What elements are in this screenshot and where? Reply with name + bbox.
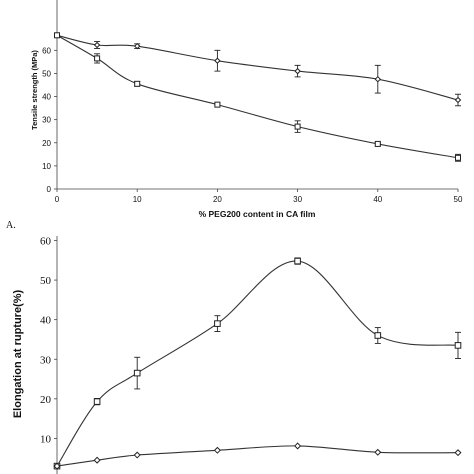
data-point (454, 449, 462, 457)
data-point (214, 57, 221, 64)
x-tick-label: 10 (133, 195, 142, 204)
series-1 (53, 32, 462, 107)
data-point (294, 123, 301, 130)
y-tick-label: 30 (40, 354, 52, 366)
x-tick-label: 30 (293, 195, 302, 204)
data-point (374, 140, 381, 147)
panel-label: A. (6, 220, 16, 231)
data-point (294, 257, 301, 265)
elongation-series (53, 257, 462, 470)
y-tick-label: 50 (42, 69, 51, 78)
y-tick-label: 50 (40, 275, 52, 287)
y-tick-label: 40 (42, 93, 51, 102)
data-point (454, 342, 462, 349)
y-axis-label-elongation: Elongation at rupture(%) (12, 290, 24, 419)
data-point (93, 398, 101, 405)
y-tick-label: 60 (40, 236, 52, 248)
series-line (56, 34, 459, 159)
data-point (455, 154, 461, 161)
series-line (56, 34, 459, 101)
data-point (374, 448, 382, 456)
series-2 (54, 32, 461, 162)
data-point (94, 55, 101, 62)
data-point (53, 462, 61, 470)
series-1 (53, 257, 462, 470)
tensile-series (53, 32, 462, 162)
series-line (56, 260, 459, 467)
data-point (133, 369, 141, 377)
tensile-strength-chart: 0 10 20 30 40 50 60 0 10 20 30 40 50 A. % PEG200 con… (6, 0, 463, 231)
data-point (93, 41, 101, 49)
elongation-chart: 10 20 30 40 50 60 Elongation at rupture(%) (12, 236, 462, 474)
data-point (214, 101, 221, 108)
data-point (133, 42, 141, 50)
data-point (134, 80, 141, 87)
x-axis-label: % PEG200 content in CA film (199, 209, 316, 219)
y-tick-label: 40 (40, 315, 52, 327)
y-tick-label: 20 (40, 394, 52, 406)
x-tick-label: 40 (373, 195, 382, 204)
data-point (214, 320, 221, 327)
series-line (56, 445, 459, 467)
data-point (374, 332, 382, 339)
series-2 (53, 442, 462, 470)
x-tick-label: 0 (55, 195, 60, 204)
y-axis-label: Tensile strength (MPa) (30, 50, 39, 130)
data-point (294, 442, 302, 450)
y-tick-label: 30 (42, 116, 51, 125)
y-tick-label: 10 (40, 433, 52, 445)
elongation-axes: 10 20 30 40 50 60 (40, 236, 58, 474)
y-tick-label: 20 (42, 139, 51, 148)
x-tick-label: 50 (454, 195, 463, 204)
y-tick-label: 60 (42, 46, 51, 55)
tensile-axes: 0 10 20 30 40 50 60 0 10 20 30 40 50 (42, 0, 463, 204)
data-point (133, 451, 141, 459)
data-point (374, 76, 382, 83)
data-point (213, 446, 221, 454)
y-tick-label: 0 (47, 185, 52, 194)
data-point (54, 32, 60, 39)
data-point (93, 456, 101, 464)
data-point (454, 96, 462, 104)
x-tick-label: 20 (213, 195, 222, 204)
data-point (294, 67, 301, 75)
y-tick-label: 10 (42, 162, 51, 171)
